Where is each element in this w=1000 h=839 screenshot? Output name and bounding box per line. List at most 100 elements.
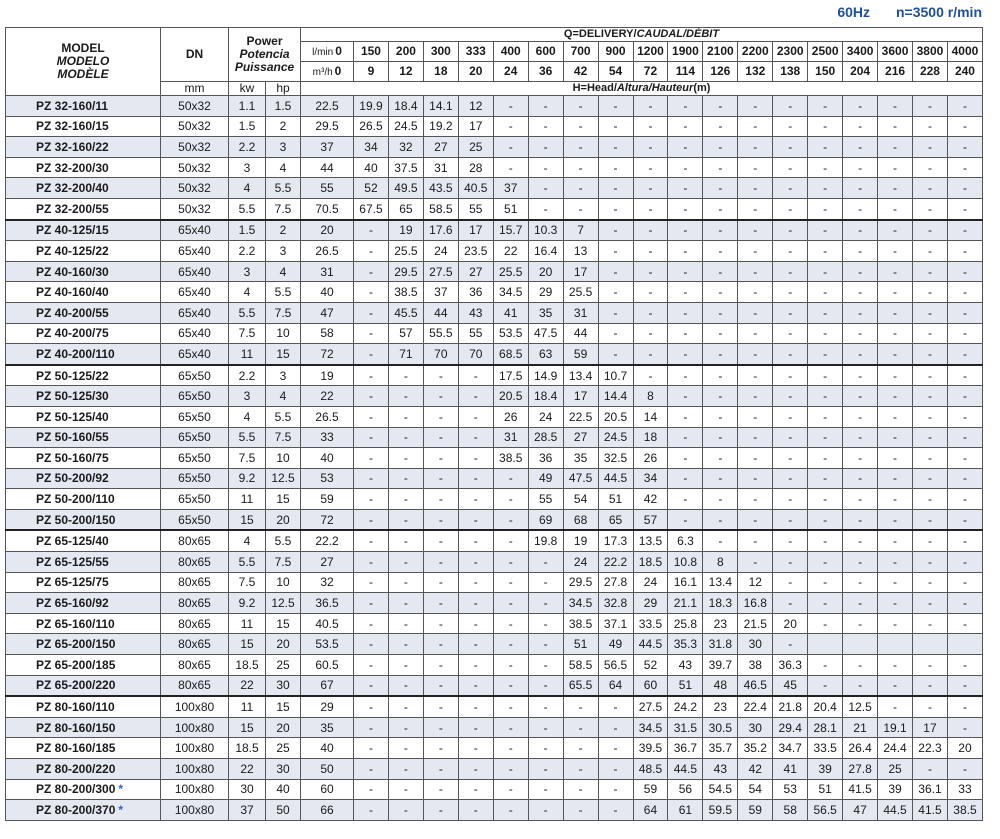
dn-cell: 65x40 — [160, 218, 229, 242]
model-head: MODEL MODELO MODÈLE — [5, 27, 161, 96]
dn-cell: 65x50 — [160, 447, 229, 469]
hp-cell: 5.5 — [265, 529, 301, 553]
head-cell: - — [737, 95, 774, 117]
head-cell: 58 — [772, 799, 809, 821]
flow-number: 0 — [334, 63, 342, 78]
kw-cell: 3 — [228, 385, 266, 407]
head-cell: 18.3 — [702, 592, 739, 614]
head-cell: 47.5 — [562, 467, 599, 490]
model: PZ 80-200/370 — [36, 802, 116, 817]
head-cell: - — [422, 488, 459, 510]
head-cell: - — [807, 654, 844, 676]
head-cell: - — [877, 343, 913, 366]
note-mark: * — [118, 802, 124, 817]
head-cell: 42 — [737, 758, 774, 780]
hp-cell: 7.5 — [265, 551, 301, 573]
head-cell: - — [912, 551, 948, 573]
head-cell: 25.5 — [562, 281, 599, 303]
pump-row: PZ 50-200/110 65x50 11 15 59- - - - -55 54 51 42- - -… — [5, 488, 984, 510]
head-cell: - — [737, 551, 774, 573]
head-cell: - — [842, 301, 879, 324]
head-cell: 49 — [527, 467, 564, 490]
head-cell: - — [457, 716, 494, 739]
head-cell: 53.5 — [300, 633, 354, 656]
head-cell: - — [807, 508, 844, 531]
head-cell: 31.8 — [702, 633, 739, 656]
head-cell: - — [702, 240, 739, 262]
hp-cell: 4 — [265, 156, 301, 179]
head-cell: - — [912, 508, 948, 531]
kw-cell: 3 — [228, 260, 266, 283]
head-cell: - — [772, 281, 809, 303]
head-cell: - — [877, 363, 913, 387]
model: PZ 40-200/75 — [36, 326, 109, 341]
kw-cell: 2.2 — [228, 240, 266, 262]
head-cell: - — [912, 156, 948, 179]
head-cell: - — [912, 260, 948, 283]
head-cell: - — [877, 322, 913, 345]
flow-value: 2500 — [807, 41, 844, 62]
head-cell: - — [353, 716, 389, 739]
head-cell: 28.1 — [807, 716, 844, 739]
kw-cell: 4 — [228, 405, 266, 428]
head-cell: - — [353, 426, 389, 449]
head-cell: 27.8 — [597, 571, 634, 594]
head-cell: - — [737, 508, 774, 531]
head-cell: - — [702, 115, 739, 138]
head-cell: - — [492, 467, 529, 490]
head-cell: 52 — [353, 177, 389, 199]
hp-cell: 40 — [265, 778, 301, 801]
head-cell: 48 — [702, 674, 739, 697]
head-cell: - — [667, 197, 704, 221]
head-cell: - — [667, 385, 704, 407]
head-cell: - — [737, 488, 774, 510]
head-cell: - — [597, 197, 634, 221]
head-cell: 13.4 — [562, 363, 599, 387]
head-cell: 24 — [632, 571, 669, 594]
head-cell: - — [772, 156, 809, 179]
flow-number: 2500 — [811, 44, 839, 58]
head-cell: - — [842, 529, 879, 553]
head-cell: - — [457, 385, 494, 407]
head-cell: - — [422, 405, 459, 428]
head-cell: - — [527, 115, 564, 138]
kw-cell: 2.2 — [228, 136, 266, 158]
flow-value: 216 — [877, 61, 913, 82]
model: PZ 65-125/75 — [36, 575, 109, 590]
head-cell: - — [702, 95, 739, 117]
model-cell: PZ 65-200/185 — [5, 654, 161, 676]
power-unit: kw — [228, 81, 266, 96]
flow-number: 20 — [469, 64, 483, 78]
head-cell: 34.5 — [492, 281, 529, 303]
head-cell: 35.7 — [702, 737, 739, 759]
head-cell: - — [457, 467, 494, 490]
model: PZ 80-200/220 — [36, 761, 116, 776]
dn-cell: 50x32 — [160, 156, 229, 179]
model-cell: PZ 32-160/11 — [5, 95, 161, 117]
model-cell: PZ 65-200/150 — [5, 633, 161, 656]
pump-row: PZ 65-125/40 80x65 4 5.5 22.2- - - - -19.8 19 17.3… — [5, 529, 984, 553]
model: PZ 40-125/15 — [36, 223, 109, 238]
head-cell: 22.2 — [597, 551, 634, 573]
head-cell: - — [632, 260, 669, 283]
head-cell: 28 — [457, 156, 494, 179]
model-cell: PZ 50-125/40 — [5, 405, 161, 428]
flow-number: 9 — [367, 64, 375, 78]
head-cell: - — [353, 674, 389, 697]
head-cell: - — [422, 633, 459, 656]
model: PZ 40-160/30 — [36, 264, 109, 279]
head-cell: - — [912, 363, 948, 387]
model-cell: PZ 32-200/40 — [5, 177, 161, 199]
head-cell: - — [842, 571, 879, 594]
head-cell: - — [842, 612, 879, 635]
head-cell: 60 — [632, 674, 669, 697]
head-cell: - — [422, 612, 459, 635]
head-cell: - — [772, 508, 809, 531]
head-cell: 36.7 — [667, 737, 704, 759]
head-cell: 56.5 — [807, 799, 844, 821]
head-cell: - — [807, 571, 844, 594]
head-cell: - — [946, 385, 984, 407]
head-cell: - — [492, 674, 529, 697]
head-cell: 37 — [422, 281, 459, 303]
flow-value: 3600 — [877, 41, 913, 62]
